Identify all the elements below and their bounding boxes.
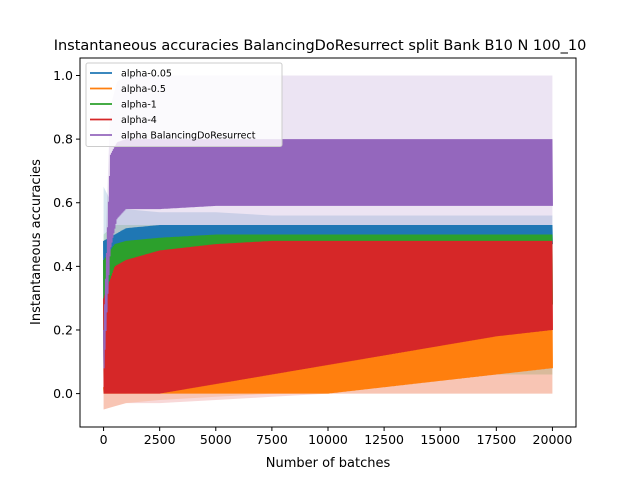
y-tick-label: 0.0 bbox=[53, 386, 73, 401]
legend-label: alpha-0.5 bbox=[121, 84, 166, 95]
x-tick-label: 7500 bbox=[256, 432, 288, 447]
legend-label: alpha BalancingDoResurrect bbox=[121, 131, 256, 142]
x-tick-label: 20000 bbox=[533, 432, 573, 447]
x-axis: 0 2500 5000 7500 10000 12500 15000 17500 20000 bbox=[100, 427, 573, 447]
chart-title: Instantaneous accuracies BalancingDoResu… bbox=[54, 38, 587, 54]
y-axis: 0.0 0.2 0.4 0.6 0.8 1.0 bbox=[53, 68, 80, 401]
y-tick-label: 0.6 bbox=[53, 195, 73, 210]
plot-area bbox=[103, 75, 553, 410]
y-tick-label: 0.4 bbox=[53, 259, 73, 274]
x-tick-label: 15000 bbox=[420, 432, 460, 447]
x-tick-label: 2500 bbox=[144, 432, 176, 447]
x-tick-label: 17500 bbox=[476, 432, 516, 447]
legend-label: alpha-1 bbox=[121, 100, 157, 111]
x-axis-label: Number of batches bbox=[266, 456, 391, 471]
legend: alpha-0.05 alpha-0.5 alpha-1 alpha-4 alpha B… bbox=[85, 62, 283, 147]
legend-label: alpha-0.05 bbox=[121, 69, 172, 80]
x-tick-label: 5000 bbox=[200, 432, 232, 447]
legend-box bbox=[85, 62, 283, 147]
y-axis-label: Instantaneous accuracies bbox=[29, 159, 44, 325]
x-tick-label: 0 bbox=[100, 432, 108, 447]
y-tick-label: 1.0 bbox=[53, 68, 73, 83]
series-line-4 bbox=[103, 139, 553, 369]
y-tick-label: 0.8 bbox=[53, 132, 73, 147]
legend-label: alpha-4 bbox=[121, 115, 157, 126]
x-tick-label: 10000 bbox=[308, 432, 348, 447]
y-tick-label: 0.2 bbox=[53, 322, 73, 337]
x-tick-label: 12500 bbox=[364, 432, 404, 447]
series-line-3 bbox=[103, 240, 553, 394]
